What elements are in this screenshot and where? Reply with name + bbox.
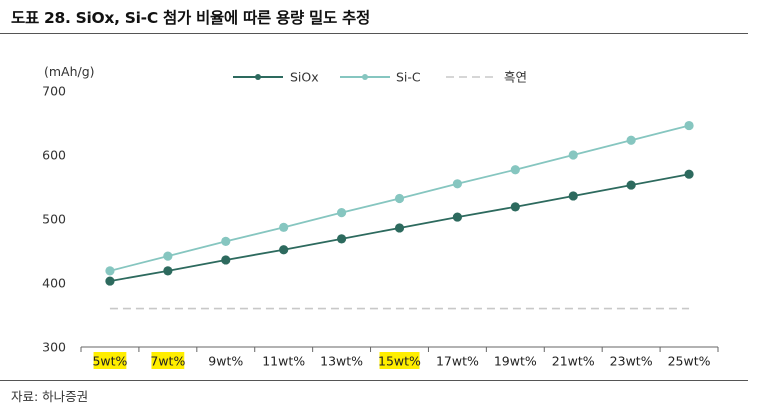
- data-point-siox: [163, 266, 173, 276]
- x-tick-label: 19wt%: [494, 354, 537, 369]
- legend: SiOx Si-C 흑연: [233, 70, 527, 85]
- x-tick-label: 15wt%: [378, 354, 421, 369]
- y-tick-label: 600: [42, 148, 66, 163]
- data-point-sic: [684, 120, 694, 131]
- data-point-siox: [568, 191, 578, 201]
- data-point-sic: [336, 208, 347, 218]
- data-point-siox: [684, 169, 694, 179]
- y-tick-label: 300: [42, 340, 66, 355]
- x-label-highlight: [379, 352, 420, 369]
- source-note: 자료: 하나증권: [11, 389, 89, 404]
- y-tick-label: 400: [42, 276, 66, 291]
- data-point-sic: [163, 251, 173, 261]
- data-point-sic: [626, 135, 636, 145]
- data-point-siox: [279, 245, 289, 255]
- legend-marker-siox: [255, 74, 261, 80]
- axes: 300 400 500 600 700 5wt% 7wt% 9wt% 11wt% 13wt% 15w…: [42, 84, 719, 369]
- x-tick-label: 13wt%: [320, 354, 363, 369]
- data-point-sic: [279, 222, 289, 232]
- plot-area: [105, 120, 694, 310]
- data-point-sic: [452, 179, 463, 189]
- x-tick-label: 17wt%: [436, 354, 479, 369]
- chart: (mAh/g) SiOx Si-C 흑연 300 400 500 600 700 5wt%…: [42, 64, 719, 369]
- x-label-highlight: [151, 352, 185, 369]
- data-point-sic: [510, 165, 520, 175]
- data-point-siox: [105, 276, 115, 286]
- legend-label-sic: Si-C: [396, 70, 421, 85]
- y-tick-label: 500: [42, 212, 66, 227]
- x-label-highlight: [93, 352, 127, 369]
- data-point-siox: [221, 255, 231, 265]
- y-axis-label: (mAh/g): [44, 64, 95, 79]
- data-point-sic: [221, 236, 231, 246]
- data-point-sic: [568, 150, 578, 160]
- x-tick-label: 25wt%: [668, 354, 711, 369]
- y-tick-label: 700: [42, 84, 66, 99]
- title-rule: [0, 33, 748, 34]
- data-point-sic: [105, 266, 115, 276]
- chart-title: 도표 28. SiOx, Si-C 첨가 비율에 따른 용량 밀도 추정: [11, 9, 370, 27]
- x-tick-label: 11wt%: [262, 354, 305, 369]
- x-tick-label: 21wt%: [552, 354, 595, 369]
- data-point-siox: [626, 180, 636, 190]
- legend-marker-sic: [362, 74, 368, 80]
- data-point-siox: [336, 234, 347, 244]
- data-point-siox: [394, 223, 405, 233]
- x-tick-label: 7wt%: [150, 354, 185, 369]
- source-rule: [0, 380, 748, 381]
- legend-label-siox: SiOx: [290, 70, 319, 85]
- data-point-siox: [510, 202, 520, 212]
- x-tick-label: 23wt%: [610, 354, 653, 369]
- data-point-siox: [452, 212, 463, 222]
- legend-label-graphite: 흑연: [504, 70, 527, 85]
- x-tick-label: 9wt%: [208, 354, 243, 369]
- x-tick-label: 5wt%: [92, 354, 127, 369]
- data-point-sic: [394, 193, 405, 204]
